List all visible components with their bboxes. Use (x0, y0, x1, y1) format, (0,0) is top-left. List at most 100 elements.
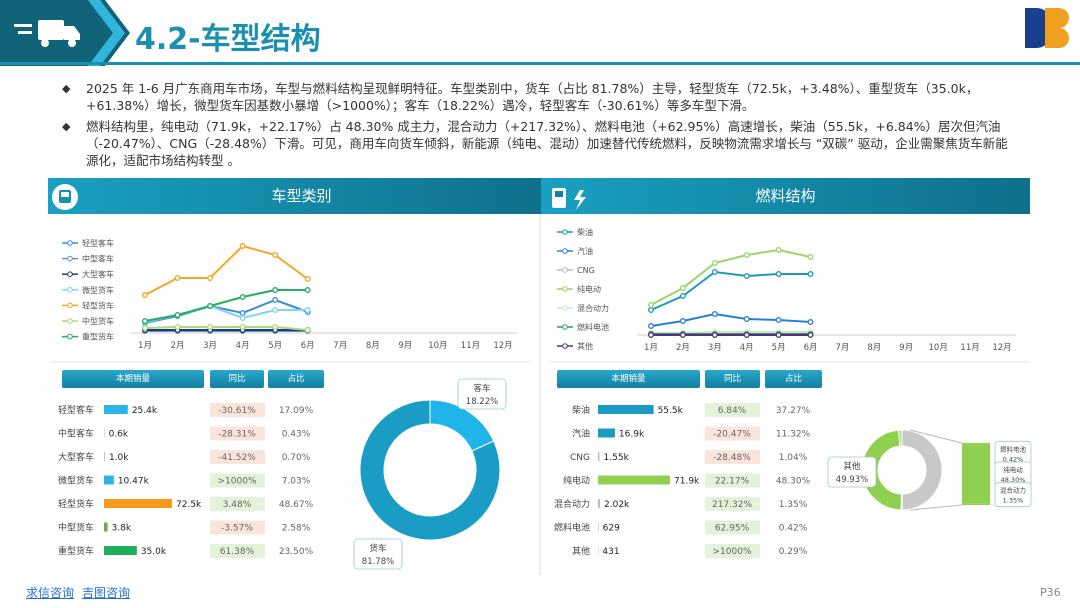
series-line (650, 312, 811, 327)
x-tick-label: 8月 (867, 343, 881, 353)
legend-marker (562, 343, 568, 349)
value-label: 16.9k (619, 430, 645, 440)
legend-label: 纯电动 (577, 284, 601, 294)
value-label: 3.8k (112, 524, 132, 534)
legend-label: 轻型货车 (82, 300, 114, 310)
legend-marker (562, 267, 568, 273)
legend-marker (67, 287, 73, 293)
series-line (144, 326, 308, 331)
point (743, 273, 750, 279)
table-header: 占比 (268, 370, 324, 388)
share-value: 7.03% (282, 477, 311, 487)
point (743, 316, 750, 322)
legend-marker (67, 271, 73, 278)
link[interactable]: 吉图咨询 (82, 586, 131, 600)
legend-label: 柴油 (577, 227, 593, 237)
panel-title: 车型类别 (271, 187, 332, 205)
point (142, 318, 148, 324)
x-tick-label: 3月 (203, 341, 217, 351)
point (679, 285, 686, 291)
point (775, 271, 782, 277)
yoy-cell (210, 544, 265, 558)
x-tick-label: 6月 (804, 343, 818, 353)
x-tick-label: 5月 (772, 343, 786, 353)
bar (598, 499, 601, 508)
slice-value: 18.22% (466, 397, 498, 407)
table-header: 本期销量 (62, 370, 204, 388)
point (272, 252, 279, 258)
yoy-value: -30.61% (218, 406, 256, 416)
yoy-cell (210, 403, 265, 417)
point (775, 317, 782, 323)
row-label: 重型货车 (58, 545, 94, 557)
link[interactable]: 求信咨询 (26, 586, 75, 600)
x-tick-label: 9月 (398, 341, 412, 351)
value-label: 0.6k (109, 430, 129, 440)
value-label: 72.5k (176, 500, 202, 510)
point (304, 307, 311, 313)
legend-marker (67, 318, 73, 324)
x-tick-label: 7月 (835, 343, 849, 353)
yoy-cell (210, 450, 265, 464)
bar (598, 522, 599, 532)
slice-label: 纯电动 (1003, 465, 1023, 474)
slice (861, 429, 902, 511)
legend-marker (562, 229, 568, 235)
legend-label: 汽油 (577, 246, 593, 256)
slice-value: 1.35% (1003, 497, 1024, 505)
yoy-value: 22.17% (715, 477, 750, 487)
point (679, 332, 686, 338)
point (174, 312, 181, 318)
table-header: 同比 (705, 370, 760, 388)
page-number: P36 (1040, 586, 1061, 599)
value-label: 2.02k (604, 500, 630, 510)
point (679, 293, 686, 299)
yoy-value: 62.95% (715, 524, 750, 534)
yoy-cell (210, 520, 265, 535)
row-label: 汽油 (572, 428, 590, 440)
point (174, 275, 181, 281)
legend-marker (562, 324, 568, 330)
series-line (650, 270, 811, 311)
x-tick-label: 6月 (301, 341, 315, 351)
slice-value: 49.93% (836, 475, 868, 485)
x-tick-label: 8月 (366, 341, 380, 351)
point (239, 243, 246, 249)
point (304, 327, 311, 333)
panel-header: 燃料结构 (541, 178, 1030, 214)
row-label: 其他 (572, 545, 590, 557)
point (207, 275, 214, 281)
bar-segment (962, 443, 990, 504)
point (743, 332, 750, 338)
table-header: 本期销量 (557, 370, 700, 388)
point (142, 292, 148, 298)
value-label: 55.5k (658, 406, 684, 416)
bar (104, 499, 172, 508)
x-tick-label: 11月 (461, 341, 480, 351)
share-value: 23.50% (279, 547, 314, 557)
yoy-value: -28.31% (218, 430, 256, 440)
point (648, 307, 654, 313)
bar (104, 546, 137, 555)
yoy-cell (210, 497, 265, 511)
slice-value: 48.30% (1001, 476, 1026, 484)
share-value: 0.29% (779, 547, 808, 557)
x-tick-label: 3月 (708, 343, 722, 353)
legend-label: CNG (577, 266, 595, 275)
point (272, 324, 279, 330)
series-line (144, 304, 308, 323)
yoy-cell (705, 473, 760, 488)
point (648, 302, 654, 308)
x-tick-label: 12月 (992, 343, 1011, 353)
yoy-value: -3.57% (221, 524, 253, 534)
bullet: 燃料结构里，纯电动（71.9k，+22.17%）占 48.30% 成主力，混合动… (62, 118, 1012, 169)
row-label: 轻型货车 (58, 498, 94, 510)
yoy-cell (705, 426, 760, 441)
row-label: 轻型客车 (58, 404, 94, 416)
label-box (994, 482, 1032, 508)
point (807, 271, 814, 277)
point (239, 315, 246, 321)
label-box (457, 378, 507, 410)
